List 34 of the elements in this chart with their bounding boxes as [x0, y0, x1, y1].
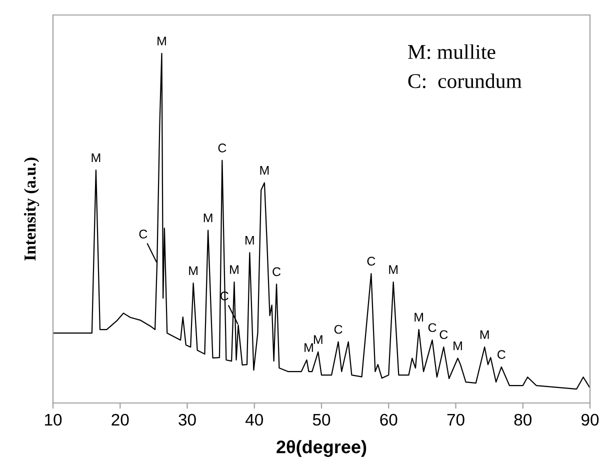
annotation: M — [414, 312, 424, 322]
annotation: M — [189, 266, 198, 275]
annotation: M — [389, 265, 398, 274]
annotation: M — [204, 214, 212, 222]
annotation: C — [428, 323, 436, 332]
annotation: C — [139, 230, 148, 238]
x-tick-label: 70 — [447, 414, 464, 426]
annotation: M — [245, 236, 254, 245]
annotation: M — [480, 330, 489, 339]
annotation: C — [272, 267, 281, 276]
annotation: M — [92, 153, 100, 162]
annotation: M — [454, 342, 462, 350]
annotation: M — [314, 335, 322, 344]
x-tick-label: 80 — [514, 414, 532, 426]
x-axis-title: 2θ(degree) — [276, 440, 366, 457]
x-tick-label: 60 — [380, 414, 398, 426]
annotation: C — [498, 350, 506, 359]
annotation: M — [158, 36, 166, 46]
x-tick-label: 10 — [45, 414, 62, 426]
annotation: C — [367, 256, 376, 266]
annotation: C: corundum — [408, 73, 522, 88]
annotation: M — [304, 343, 313, 352]
y-axis-title: Intensity (a.u.) — [24, 158, 40, 261]
annotation: C — [440, 330, 448, 340]
x-tick-label: 30 — [178, 414, 196, 426]
x-tick-label: 90 — [582, 414, 599, 426]
annotation: C — [218, 144, 226, 152]
x-tick-label: 20 — [112, 414, 129, 426]
annotation: C — [334, 324, 342, 334]
annotation: M — [230, 265, 238, 274]
annotation: M: mullite — [408, 44, 496, 60]
annotation: M — [260, 166, 269, 175]
x-tick-label: 50 — [312, 414, 330, 426]
x-tick-label: 40 — [245, 414, 263, 426]
